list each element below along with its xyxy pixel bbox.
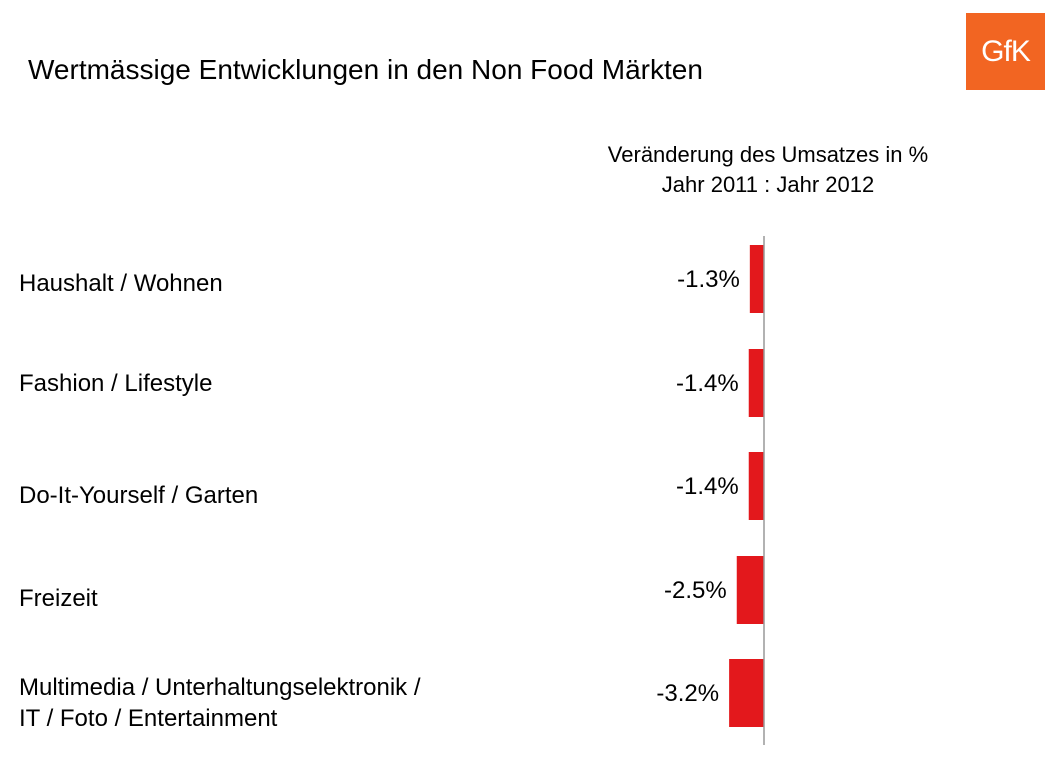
value-label-multimedia: -3.2% [656,680,719,707]
bar-diy [748,452,764,520]
bar-fashion [748,349,764,417]
category-label-line: Haushalt / Wohnen [19,270,223,297]
category-label-freizeit: Freizeit [19,583,539,614]
category-label-line: Freizeit [19,585,98,612]
category-label-line: Multimedia / Unterhaltungselektronik / [19,674,421,701]
value-label-fashion: -1.4% [676,370,739,397]
value-label-diy: -1.4% [676,473,739,500]
category-label-multimedia: Multimedia / Unterhaltungselektronik / I… [19,672,539,734]
category-label-fashion: Fashion / Lifestyle [19,368,539,399]
category-label-line: Fashion / Lifestyle [19,370,213,397]
bar-freizeit [736,556,764,624]
value-label-freizeit: -2.5% [664,577,727,604]
value-label-haushalt: -1.3% [677,266,740,293]
value-label-group: -1.3% -1.4% -1.4% -2.5% -3.2% [656,266,739,707]
gfk-logo-text: GfK [981,34,1031,68]
page-title: Wertmässige Entwicklungen in den Non Foo… [28,54,703,85]
category-label-line: IT / Foto / Entertainment [19,705,278,732]
bar-multimedia [729,659,764,727]
chart-subtitle: Veränderung des Umsatzes in % Jahr 2011 … [560,140,976,200]
category-label-line: Do-It-Yourself / Garten [19,482,259,509]
bar-group [729,245,764,727]
category-label-haushalt: Haushalt / Wohnen [19,268,539,299]
chart-subtitle-line-2: Jahr 2011 : Jahr 2012 [661,172,875,197]
category-label-diy: Do-It-Yourself / Garten [19,480,539,511]
bar-haushalt [749,245,764,313]
gfk-logo: GfK [966,13,1045,90]
chart-subtitle-line-1: Veränderung des Umsatzes in % [607,142,929,167]
